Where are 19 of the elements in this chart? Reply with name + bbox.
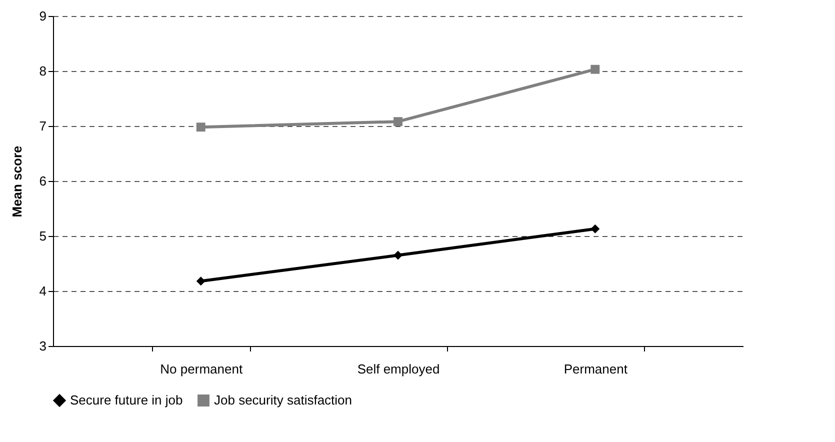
point bbox=[196, 276, 206, 286]
legend-label: Job security satisfaction bbox=[214, 392, 352, 408]
y-axis-title: Mean score bbox=[9, 146, 24, 218]
y-tick-label: 3 bbox=[39, 338, 46, 354]
x-tick-label: Permanent bbox=[564, 362, 628, 376]
y-tick-label: 6 bbox=[39, 174, 46, 188]
point bbox=[590, 224, 600, 234]
point bbox=[590, 64, 600, 74]
legend-label: Secure future in job bbox=[70, 392, 183, 408]
x-tick-label: Self employed bbox=[357, 362, 440, 376]
y-tick-label: 9 bbox=[39, 8, 46, 24]
y-tick-label: 8 bbox=[39, 64, 46, 78]
point bbox=[394, 250, 402, 260]
y-tick-label: 5 bbox=[39, 228, 46, 244]
point bbox=[394, 117, 402, 126]
x-tick-label: No permanent bbox=[160, 362, 243, 376]
y-tick-label: 4 bbox=[39, 284, 46, 298]
point bbox=[196, 122, 206, 132]
y-tick-label: 7 bbox=[39, 118, 46, 134]
